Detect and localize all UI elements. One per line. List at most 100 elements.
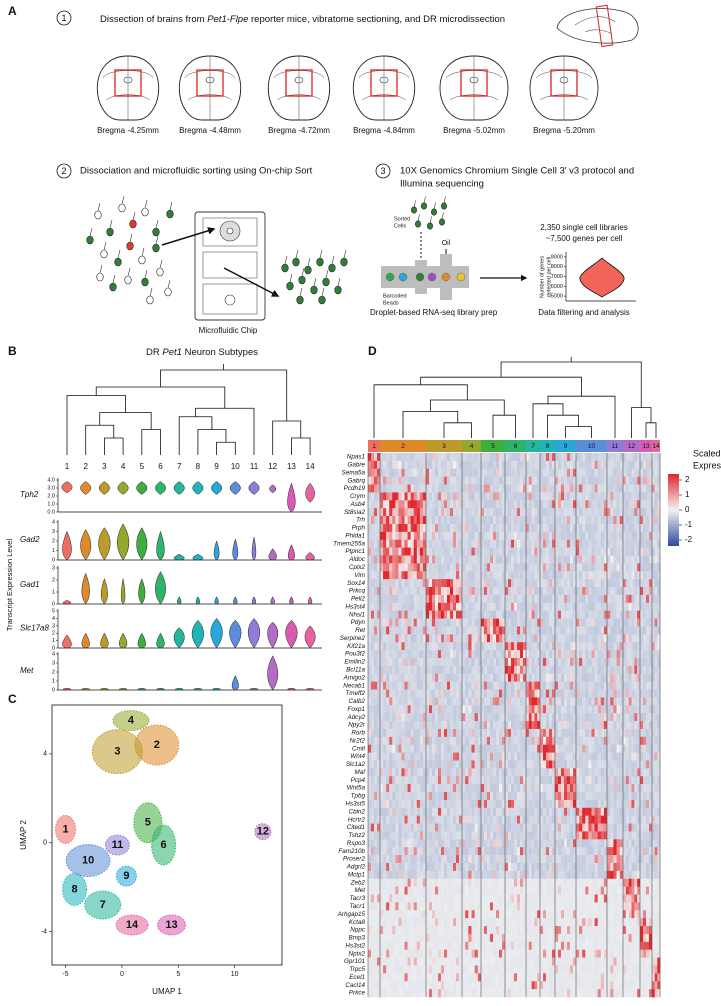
heatmap-cell <box>377 665 381 675</box>
heatmap-cell <box>392 453 396 462</box>
heatmap-cell <box>487 563 491 572</box>
heatmap-cell <box>540 547 544 556</box>
heatmap-cell <box>534 453 538 462</box>
heatmap-cell <box>558 799 562 809</box>
heatmap-cell <box>610 634 614 643</box>
heatmap-cell <box>537 547 541 556</box>
heatmap-cell <box>505 681 509 690</box>
heatmap-cell <box>570 476 574 485</box>
heatmap-cell <box>640 784 644 793</box>
heatmap-cell <box>444 587 448 596</box>
heatmap-cell <box>456 713 460 722</box>
heatmap-cell <box>600 721 605 730</box>
heatmap-cell <box>567 563 571 572</box>
heatmap-cell <box>462 539 466 548</box>
heatmap-cell <box>616 508 621 517</box>
heatmap-cell <box>398 697 402 706</box>
y-tick-label: 2.0 <box>47 493 55 499</box>
heatmap-cell <box>561 752 565 761</box>
heatmap-cell <box>657 713 661 722</box>
heatmap-cell <box>573 673 577 682</box>
heatmap-cell <box>534 760 538 769</box>
heatmap-cell <box>432 453 436 462</box>
heatmap-cell <box>616 610 621 619</box>
heatmap-cell <box>623 650 627 659</box>
heatmap-cell <box>613 784 617 793</box>
heatmap-cell <box>398 547 402 556</box>
heatmap-cell <box>435 807 439 816</box>
violin <box>251 537 257 561</box>
heatmap-cell <box>567 768 571 777</box>
heatmap-cell <box>625 799 629 809</box>
heatmap-cell <box>607 523 611 533</box>
heatmap-cell <box>447 697 451 706</box>
heatmap-cell <box>368 547 372 556</box>
heatmap-cell <box>416 563 421 572</box>
heatmap-cell <box>481 484 485 493</box>
heatmap-cell <box>597 523 602 533</box>
heatmap-cell <box>534 673 538 682</box>
heatmap-cell <box>508 547 512 556</box>
heatmap-cell <box>484 531 488 541</box>
heatmap-cell <box>540 815 544 824</box>
heatmap-cell <box>640 776 644 785</box>
heatmap-cell <box>477 618 482 627</box>
cell <box>441 202 447 210</box>
heatmap-cell <box>582 516 586 525</box>
heatmap-cell <box>610 579 614 588</box>
heatmap-cell <box>416 468 421 477</box>
dissection-box <box>114 69 142 97</box>
heatmap-cell <box>395 713 399 722</box>
heatmap-cell <box>534 650 538 659</box>
heatmap-cell <box>607 610 611 619</box>
heatmap-cell <box>637 531 641 541</box>
heatmap-cell <box>528 689 532 698</box>
heatmap-cell <box>579 815 583 824</box>
heatmap-cell <box>603 555 608 564</box>
heatmap-cell <box>371 673 375 682</box>
heatmap-cell <box>649 721 653 730</box>
heatmap-cell <box>487 618 491 627</box>
heatmap-cell <box>404 563 408 572</box>
heatmap-cell <box>537 539 541 548</box>
heatmap-cell <box>546 634 550 643</box>
heatmap-cell <box>395 468 399 477</box>
heatmap-cell <box>468 563 472 572</box>
heatmap-cell <box>484 673 488 682</box>
heatmap-cell <box>380 618 384 627</box>
heatmap-cell <box>407 784 411 793</box>
heatmap-cell <box>468 484 472 493</box>
heatmap-cell <box>468 587 472 596</box>
heatmap-cell <box>383 792 387 801</box>
heatmap-cell <box>603 776 608 785</box>
heatmap-cell <box>435 815 439 824</box>
heatmap-cell <box>528 815 532 824</box>
heatmap-cell <box>543 657 547 667</box>
heatmap-cell <box>499 736 503 746</box>
heatmap-cell <box>652 760 655 769</box>
heatmap-cell <box>652 492 655 501</box>
heatmap-cell <box>422 807 427 816</box>
heatmap-cell <box>404 705 408 714</box>
heatmap-cell <box>623 516 627 525</box>
heatmap-cell <box>594 476 598 485</box>
heatmap-cell <box>623 792 627 801</box>
violin <box>287 482 296 513</box>
heatmap-cell <box>623 602 627 611</box>
heatmap-cell <box>616 736 621 746</box>
heatmap-cell <box>549 673 553 682</box>
heatmap-cell <box>607 476 611 485</box>
heatmap-cell <box>484 760 488 769</box>
heatmap-cell <box>528 792 532 801</box>
heatmap-cell <box>416 728 421 738</box>
heatmap-cell <box>410 602 415 611</box>
heatmap-cell <box>511 508 515 517</box>
heatmap-cell <box>619 650 624 659</box>
heatmap-cell <box>514 547 518 556</box>
heatmap-cell <box>374 776 378 785</box>
violin <box>156 687 165 691</box>
heatmap-cell <box>471 681 475 690</box>
heatmap-cell <box>579 579 583 588</box>
heatmap-cell <box>432 618 436 627</box>
heatmap-cell <box>613 539 617 548</box>
